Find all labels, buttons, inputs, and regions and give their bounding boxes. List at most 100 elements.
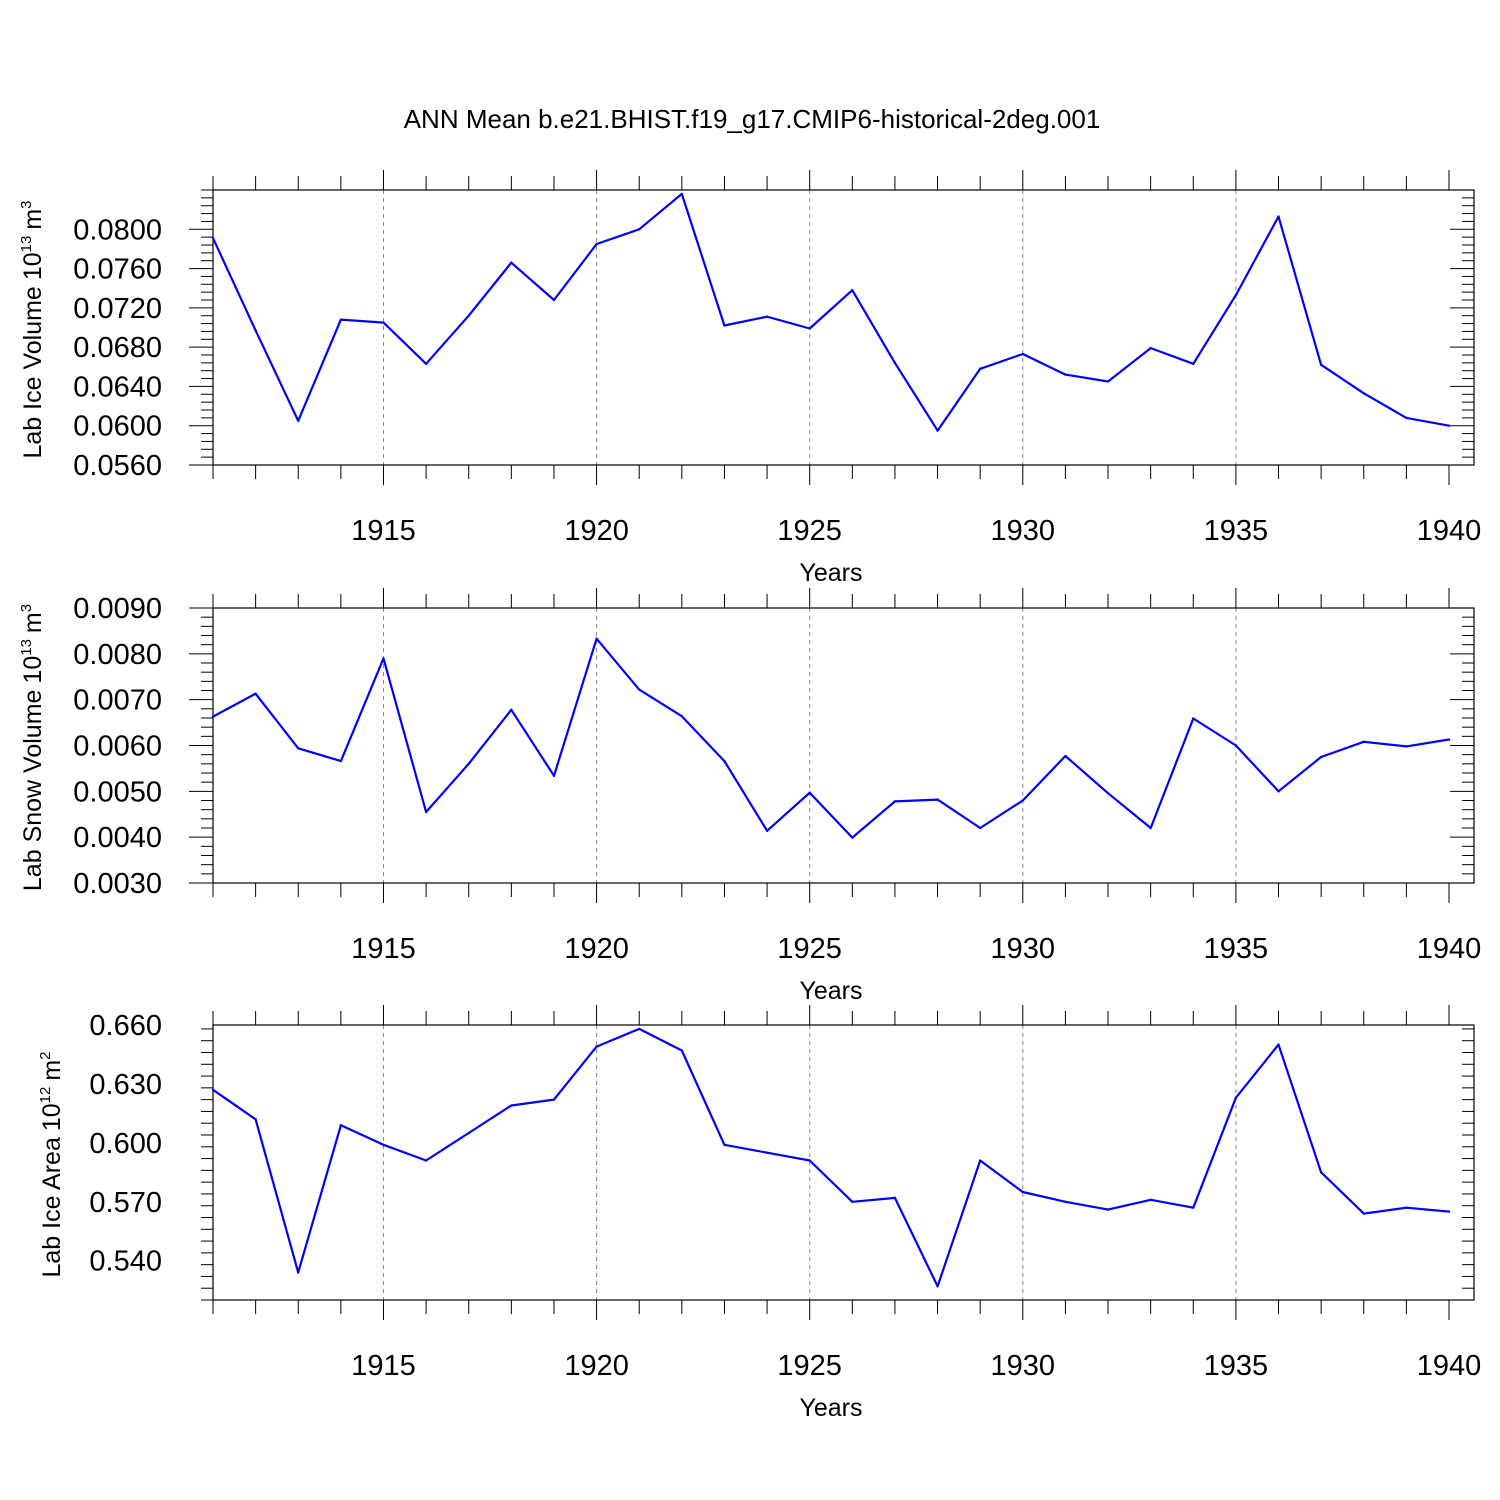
data-point [1277,790,1280,793]
y-axis-label: Lab Snow Volume 1013 m3 [18,604,47,891]
data-point [936,429,939,432]
y-axis-unit-base: 10 [19,656,47,684]
data-point [552,298,556,302]
y-axis-unit-suffix: m [19,209,47,230]
series-line-1 [212,192,1450,432]
x-tick-label: 1925 [777,515,842,547]
data-point [978,1159,982,1162]
y-tick-label: 0.0640 [73,371,162,403]
data-point [1192,362,1195,366]
data-point [211,236,215,240]
x-tick-label: 1915 [351,1350,416,1382]
data-point [254,1118,257,1121]
y-axis-label-name: Lab Ice Volume [19,286,47,458]
data-point [1064,1200,1067,1203]
y-tick-label: 0.0030 [73,868,162,900]
data-point [851,288,854,292]
data-point [723,1143,726,1147]
y-axis-unit-suffix: m [38,1060,66,1081]
data-point [297,1271,300,1274]
data-point [382,1143,385,1147]
y-tick-label: 0.630 [89,1069,162,1101]
y-axis-unit-suffix-exponent: 3 [18,604,35,612]
data-point [339,1123,343,1127]
data-point [1021,799,1024,802]
panel-3: 0.540 0.570 0.600 0.630 0.660 1915 1920 1925 193… [37,1005,1481,1422]
data-point [1277,1043,1280,1046]
panel-2: 0.0030 0.0040 0.0050 0.0060 0.0070 0.0080 0.00… [18,588,1481,1005]
data-point [211,715,215,718]
y-axis-unit-base: 10 [19,252,47,280]
y-axis-unit-exponent: 13 [18,236,35,253]
y-tick-label: 0.600 [89,1128,162,1160]
y-axis-unit-exponent: 12 [37,1087,54,1104]
y-axis-label: Lab Ice Area 1012 m2 [37,1051,66,1277]
data-point [638,1027,641,1031]
y-tick-label: 0.0760 [73,254,162,286]
x-tick-label: 1930 [991,933,1056,965]
data-point [1064,373,1067,376]
y-axis-label-name: Lab Snow Volume [19,690,47,892]
data-point [1447,1210,1451,1213]
y-tick-label: 0.0560 [73,450,162,482]
y-tick-label: 0.0040 [73,822,162,854]
series-line-1 [212,637,1450,839]
y-tick-label: 0.0080 [73,639,162,671]
data-point [467,314,470,317]
data-point [1447,424,1451,427]
data-point [1106,380,1110,383]
x-tick-label: 1920 [564,933,629,965]
x-tick-label: 1935 [1204,933,1269,965]
data-point [1362,392,1365,395]
plot-frame [212,189,1475,466]
data-point [424,1159,428,1162]
x-tick-label: 1935 [1204,515,1269,547]
data-point [1234,744,1238,747]
y-tick-label: 0.0090 [73,593,162,625]
x-tick-label: 1920 [564,1350,629,1382]
x-axis-label: Years [799,1394,862,1422]
data-point [510,708,513,711]
data-point [978,826,982,830]
data-point [638,228,641,231]
data-point [1362,1212,1365,1215]
data-point [510,1104,513,1107]
y-axis-unit-suffix-exponent: 3 [18,200,35,208]
data-point [851,836,854,839]
y-tick-label: 0.0070 [73,685,162,717]
series-line-1 [212,1027,1450,1288]
data-point [424,362,428,366]
plot-frame [212,1024,1475,1301]
data-point [1021,352,1024,356]
y-tick-label: 0.660 [89,1010,162,1042]
data-point [595,1045,598,1048]
data-point [808,327,811,330]
data-point [765,1151,769,1154]
data-point [467,762,470,766]
data-point [297,747,300,750]
y-tick-label: 0.0060 [73,731,162,763]
y-tick-label: 0.0680 [73,332,162,364]
data-point [808,1159,811,1162]
data-point [1064,754,1067,758]
data-point [1405,416,1408,420]
data-point [1106,1208,1110,1211]
data-point [1149,346,1152,350]
x-tick-label: 1915 [351,933,416,965]
data-point [339,318,343,321]
y-axis-unit-suffix: m [19,612,47,633]
y-tick-label: 0.0600 [73,411,162,443]
x-tick-label: 1920 [564,515,629,547]
data-point [1234,293,1238,297]
data-point [254,329,257,332]
data-point [1362,740,1365,744]
data-point [638,688,641,691]
data-point [467,1131,470,1135]
data-point [424,810,428,814]
data-point [595,637,598,640]
data-point [765,829,769,832]
data-point [1447,738,1451,741]
data-point [1277,215,1280,218]
data-point [1319,755,1323,759]
